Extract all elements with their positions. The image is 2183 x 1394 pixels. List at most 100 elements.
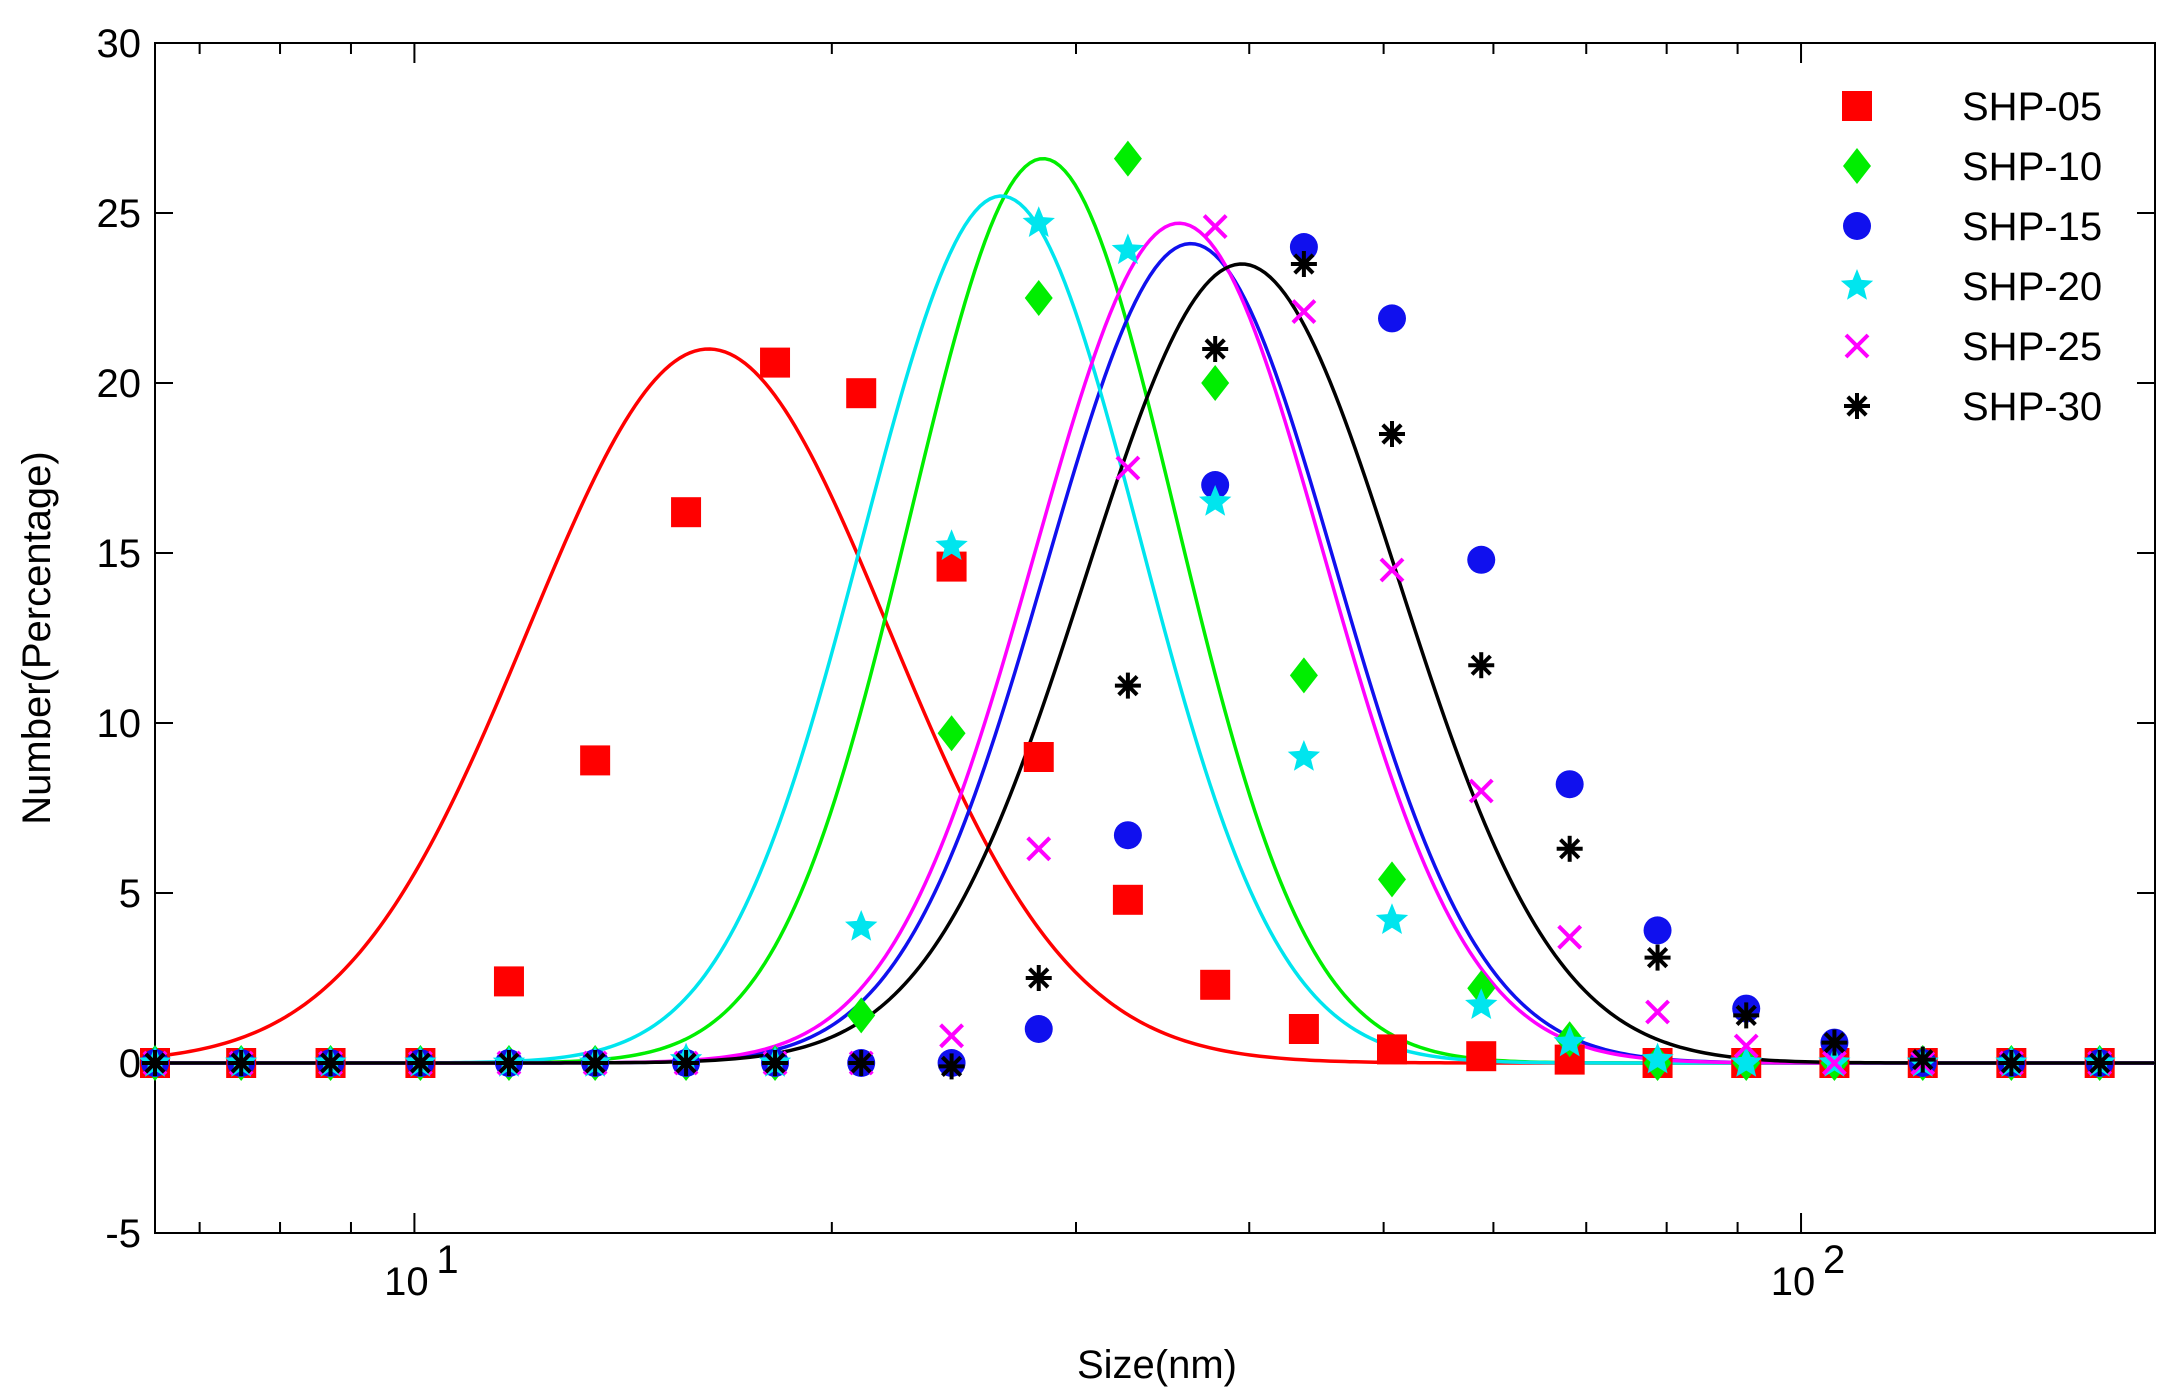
data-point-shp-15 (1289, 233, 1318, 261)
y-tick-label: 20 (97, 362, 142, 406)
data-point-shp-30 (1378, 421, 1405, 447)
data-point-shp-30 (582, 1050, 609, 1076)
data-point-shp-30 (228, 1050, 255, 1076)
data-point-shp-30 (848, 1050, 875, 1076)
data-point-shp-30 (2086, 1050, 2113, 1076)
data-point-shp-20 (1553, 1025, 1586, 1057)
data-point-shp-05 (1288, 1014, 1319, 1044)
data-point-shp-05 (1112, 884, 1143, 915)
data-point-shp-25 (1379, 557, 1405, 583)
data-point-shp-25 (1557, 924, 1583, 950)
legend-marker-shp-05 (1842, 91, 1872, 121)
data-point-shp-25 (1733, 1033, 1759, 1059)
y-tick-label: 30 (97, 22, 142, 66)
data-point-shp-30 (1644, 944, 1671, 971)
data-point-shp-05 (936, 551, 967, 582)
x-axis-title: Size(nm) (1077, 1343, 1237, 1387)
data-point-shp-30 (673, 1050, 700, 1076)
legend-label-shp-15: SHP-15 (1962, 205, 2102, 249)
data-point-shp-30 (1556, 835, 1583, 862)
data-point-shp-30 (1468, 652, 1495, 679)
data-point-shp-30 (938, 1053, 965, 1080)
data-point-shp-30 (1821, 1029, 1848, 1056)
legend-label-shp-10: SHP-10 (1962, 145, 2102, 189)
data-point-shp-20 (845, 910, 878, 941)
legend-marker-shp-10 (1843, 148, 1871, 184)
data-point-shp-05 (671, 497, 702, 528)
data-points (138, 140, 2116, 1081)
y-tick-label: 5 (119, 872, 141, 916)
data-point-shp-30 (495, 1050, 522, 1076)
data-point-shp-15 (1555, 770, 1584, 799)
y-tick-label: 15 (97, 532, 142, 576)
data-point-shp-20 (1287, 740, 1321, 771)
data-point-shp-20 (1111, 233, 1145, 265)
data-point-shp-05 (493, 966, 524, 997)
data-point-shp-10 (1024, 280, 1053, 316)
data-point-shp-25 (1468, 778, 1494, 804)
data-point-shp-10 (847, 997, 876, 1034)
y-tick-label: 25 (97, 192, 142, 236)
data-point-shp-30 (762, 1050, 789, 1076)
legend: SHP-05 SHP-10 SHP-15 SHP-20 SHP-25 SHP-30 (1840, 85, 2102, 429)
data-point-shp-30 (1733, 1002, 1760, 1029)
data-point-shp-10 (1201, 365, 1230, 401)
data-point-shp-05 (846, 378, 877, 409)
x-tick-label: 10 (1771, 1260, 1816, 1304)
data-point-shp-25 (939, 1023, 964, 1049)
data-point-shp-05 (760, 347, 791, 378)
data-point-shp-20 (1641, 1042, 1674, 1074)
x-tick-label-exponent: 1 (436, 1238, 458, 1282)
data-point-shp-25 (1115, 455, 1141, 481)
data-point-shp-30 (142, 1050, 168, 1076)
data-point-shp-20 (1465, 988, 1498, 1019)
data-point-shp-30 (1202, 336, 1229, 362)
x-tick-label: 10 (384, 1260, 429, 1304)
data-point-shp-10 (1113, 140, 1142, 177)
data-point-shp-25 (1026, 836, 1052, 862)
data-point-shp-15 (1113, 821, 1142, 850)
data-point-shp-15 (1643, 916, 1672, 945)
data-point-shp-30 (407, 1050, 434, 1076)
y-axis-title: Number(Percentage) (15, 451, 59, 825)
data-point-shp-25 (1822, 1050, 1847, 1076)
y-tick-label: -5 (105, 1212, 141, 1256)
legend-marker-shp-30 (1844, 393, 1870, 419)
data-point-shp-15 (1467, 545, 1496, 574)
y-tick-label: 10 (97, 702, 142, 746)
legend-marker-shp-25 (1844, 333, 1870, 359)
data-point-shp-20 (1199, 485, 1232, 516)
data-point-shp-10 (1377, 861, 1406, 898)
data-point-shp-15 (1024, 1015, 1053, 1043)
data-point-shp-25 (1645, 999, 1670, 1025)
data-point-shp-10 (937, 715, 966, 752)
data-point-shp-25 (1291, 299, 1317, 325)
data-point-shp-20 (1730, 1046, 1763, 1077)
legend-marker-shp-15 (1843, 212, 1871, 240)
x-tick-label-exponent: 2 (1823, 1238, 1845, 1282)
legend-label-shp-30: SHP-30 (1962, 385, 2102, 429)
data-point-shp-30 (1290, 251, 1317, 277)
plot-area (154, 42, 2156, 1234)
data-point-shp-05 (1023, 742, 1054, 772)
data-point-shp-05 (1466, 1041, 1497, 1072)
data-point-shp-25 (1202, 214, 1228, 240)
data-point-shp-30 (1114, 672, 1141, 699)
data-point-shp-10 (1289, 657, 1318, 694)
data-point-shp-15 (1201, 471, 1230, 499)
data-point-shp-05 (580, 745, 611, 776)
data-point-shp-30 (317, 1050, 344, 1076)
data-point-shp-20 (1022, 206, 1055, 237)
data-point-shp-20 (1375, 903, 1409, 934)
legend-marker-shp-20 (1840, 269, 1874, 300)
legend-label-shp-05: SHP-05 (1962, 85, 2102, 129)
data-point-shp-30 (1998, 1050, 2025, 1076)
y-tick-label: 0 (119, 1042, 141, 1086)
data-point-shp-15 (1377, 304, 1406, 333)
data-point-shp-30 (1025, 965, 1052, 991)
legend-label-shp-20: SHP-20 (1962, 265, 2102, 309)
data-point-shp-30 (1909, 1046, 1936, 1073)
data-point-shp-10 (1467, 970, 1496, 1007)
